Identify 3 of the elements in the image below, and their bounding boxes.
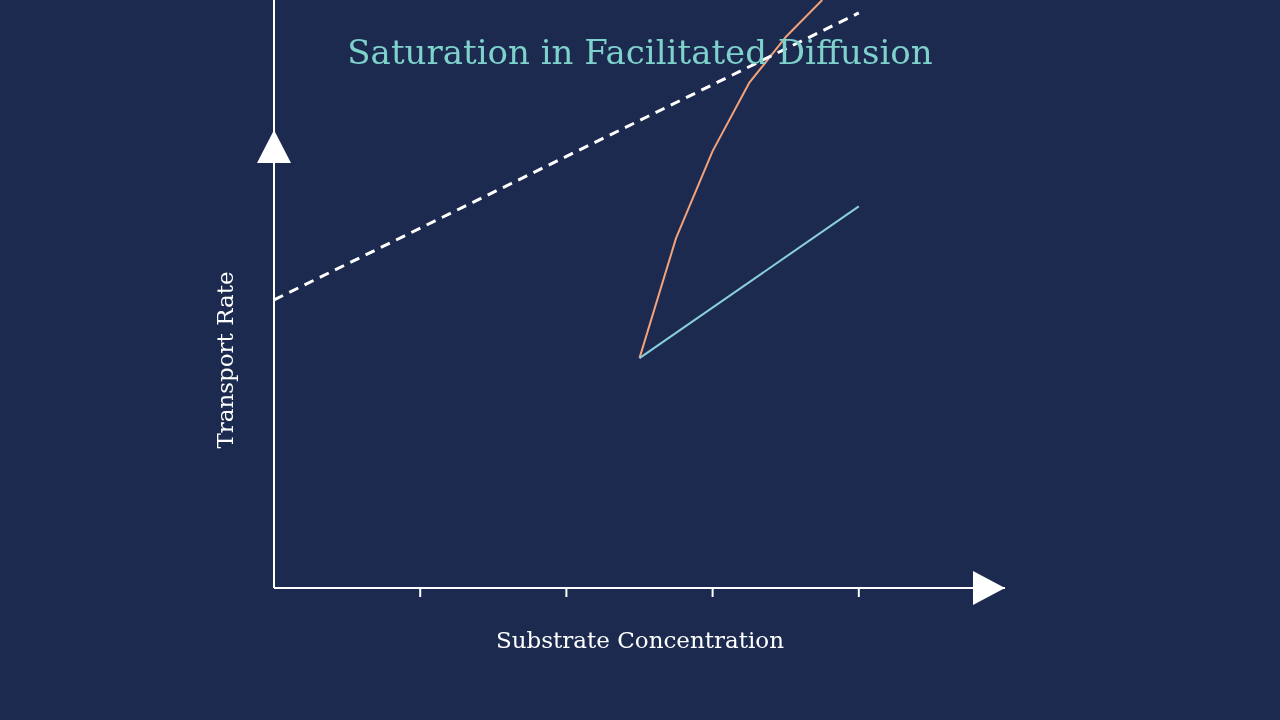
y-axis-title: Transport Rate [211, 270, 239, 451]
x-axis-title: Substrate Concentration [495, 627, 785, 653]
text: Saturation in Facilitated Diffusion [346, 32, 934, 72]
